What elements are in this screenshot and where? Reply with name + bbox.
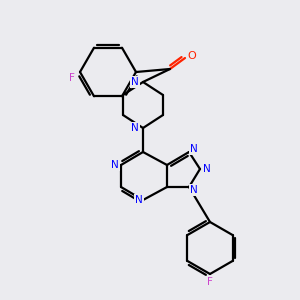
Text: N: N <box>190 144 198 154</box>
Text: N: N <box>135 195 143 205</box>
Text: F: F <box>69 73 75 83</box>
Text: N: N <box>131 123 139 133</box>
Text: N: N <box>190 185 198 195</box>
Text: O: O <box>188 51 196 61</box>
Text: N: N <box>131 77 139 87</box>
Text: F: F <box>207 277 213 287</box>
Text: N: N <box>111 160 119 170</box>
Text: N: N <box>203 164 211 174</box>
